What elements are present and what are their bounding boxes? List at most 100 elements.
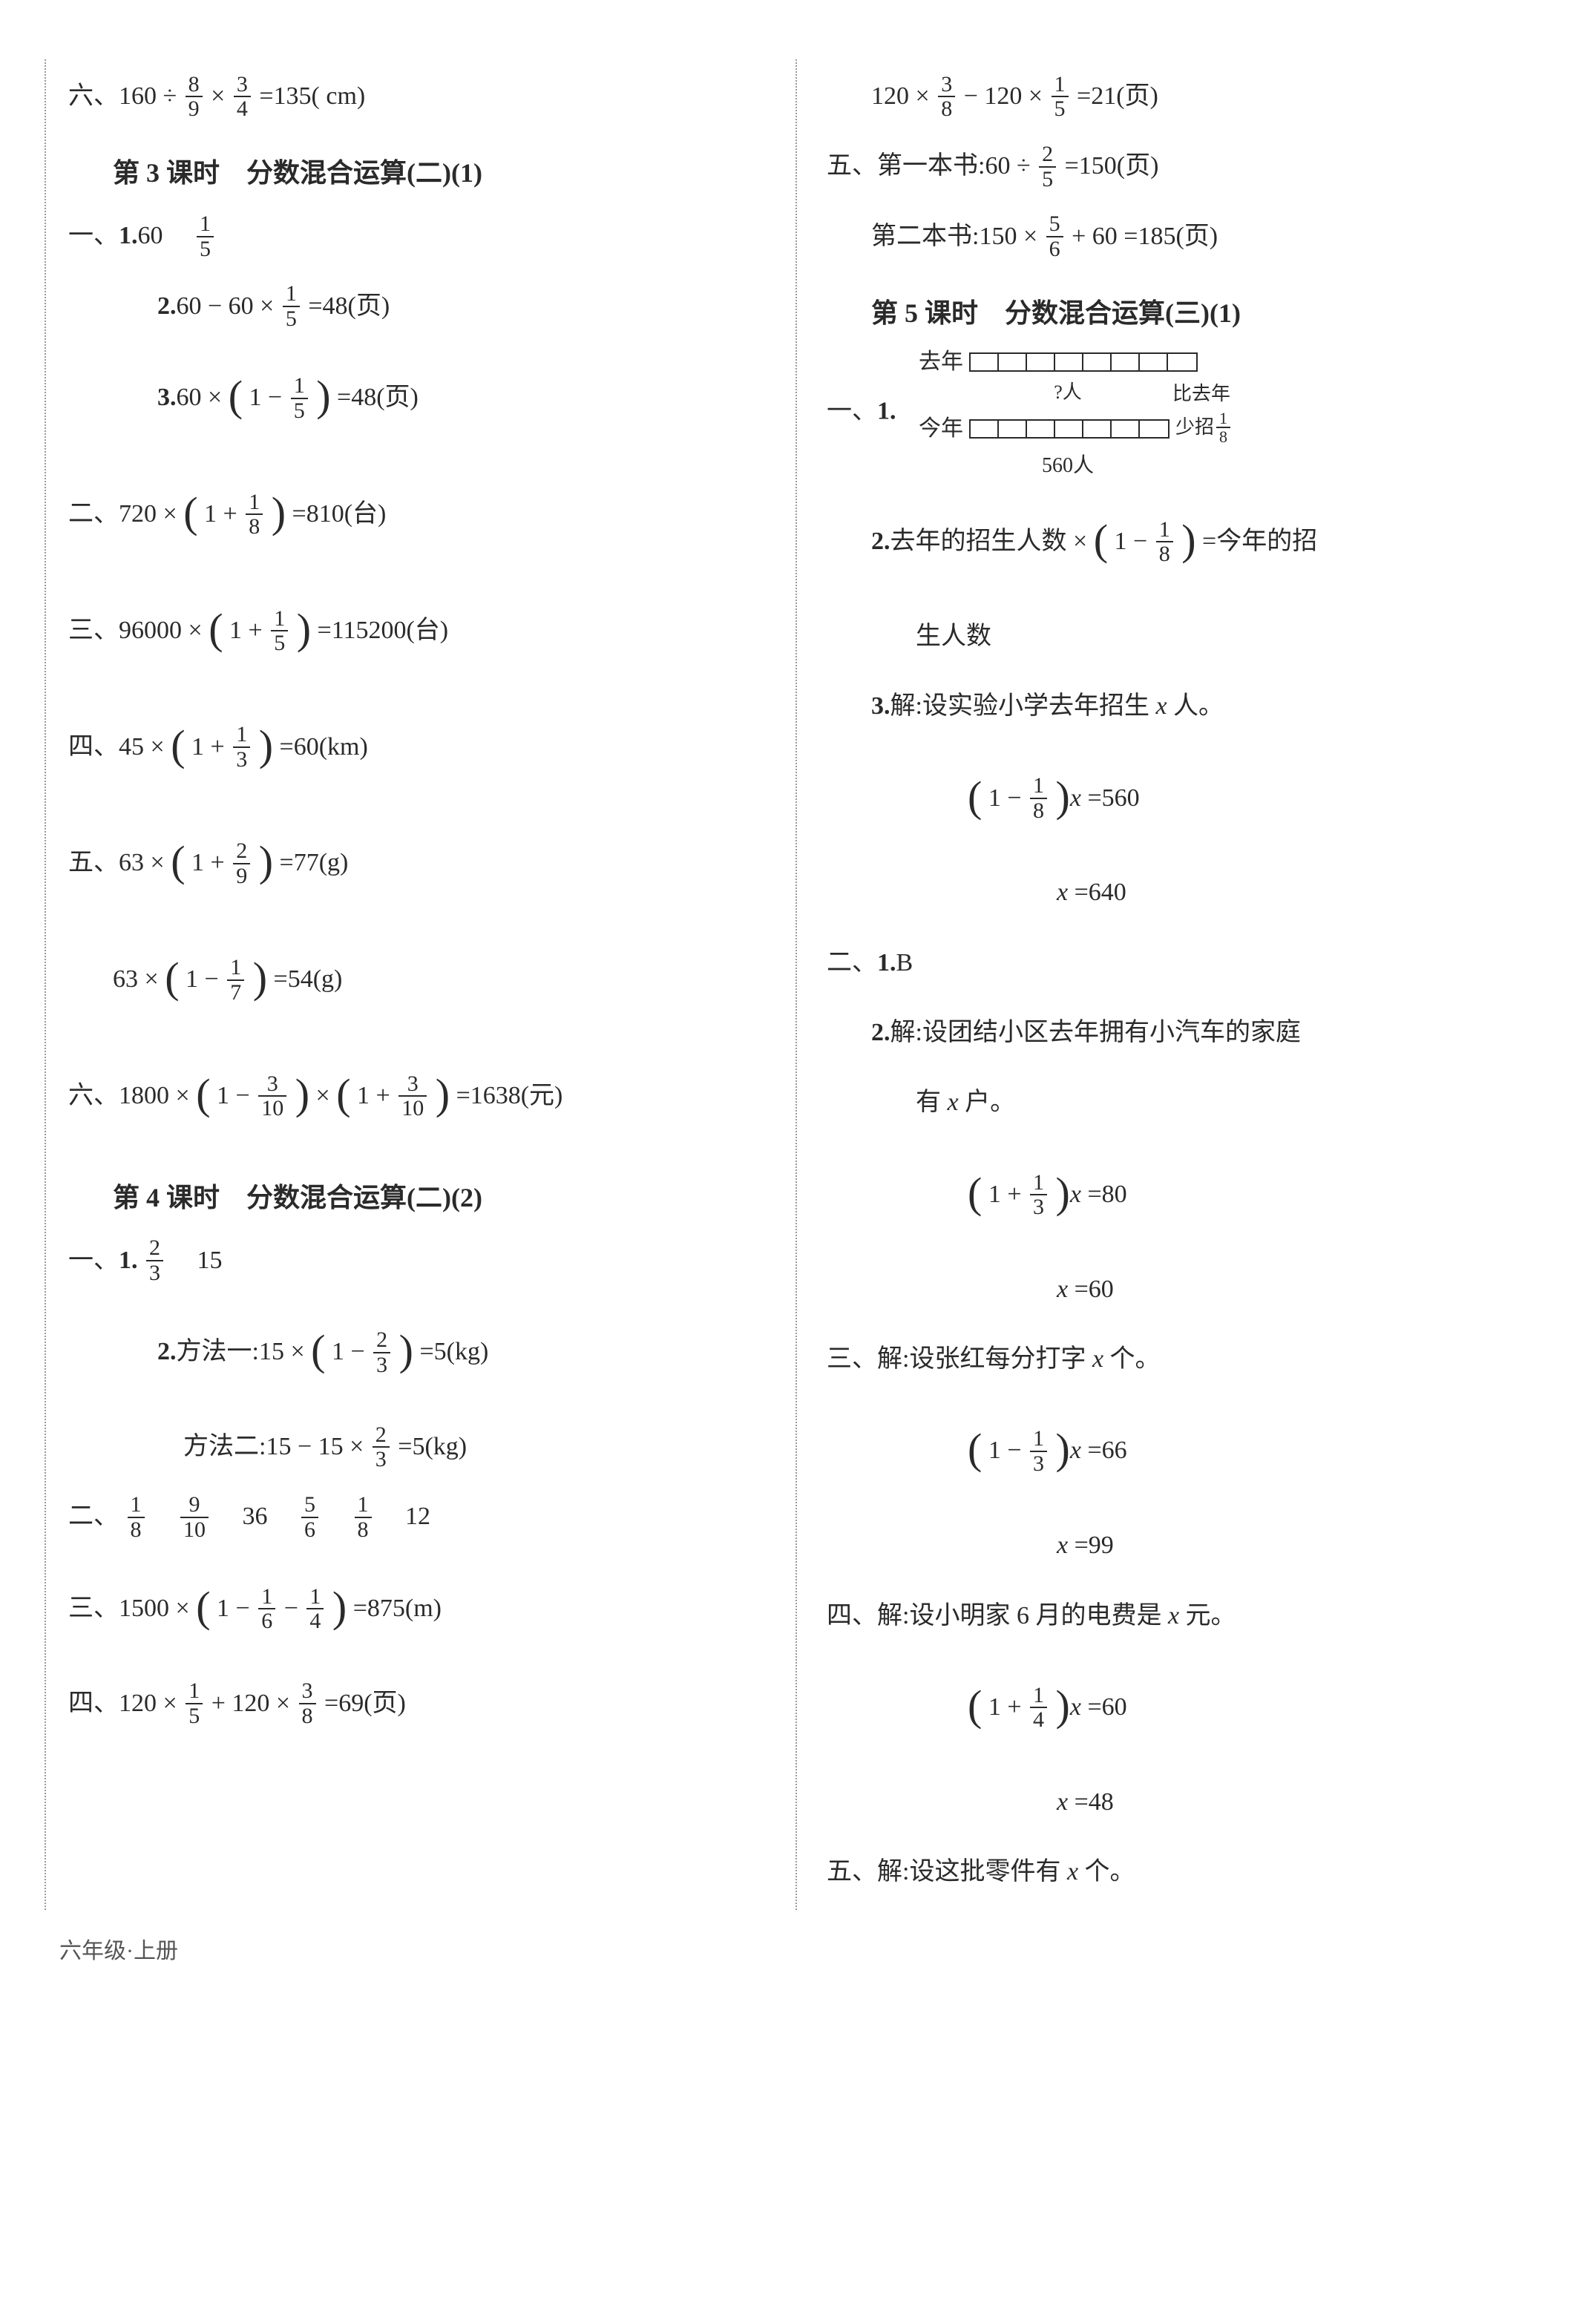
text: =115200(台) (311, 617, 448, 644)
fraction: 23 (373, 1328, 390, 1376)
item-number: 2. (871, 1019, 890, 1046)
text: =60(km) (273, 733, 368, 761)
r-line-12: x =60 (827, 1257, 1524, 1322)
r-line-6: 3.解:设实验小学去年招生 x 人。 (827, 674, 1524, 739)
tape-note-1: 比去年 (1172, 384, 1230, 405)
text: + 120 × (211, 1690, 297, 1717)
text: 去年的招生人数 × (890, 528, 1094, 555)
text: 1 + (982, 1693, 1028, 1721)
fraction: 310 (258, 1072, 286, 1120)
text: =5(kg) (398, 1433, 467, 1460)
line-4: 四、45 × ( 1 + 13 ) =60(km) (68, 693, 766, 805)
fraction: 18 (1216, 410, 1230, 445)
text: 五、解:设这批零件有 (827, 1858, 1067, 1885)
r-line-1: 120 × 38 − 120 × 15 =21(页) (827, 64, 1524, 129)
variable-x: x (1057, 1276, 1068, 1303)
fraction: 17 (227, 956, 244, 1004)
page-footer: 六年级·上册 (45, 1932, 1546, 1965)
text: 60 × (177, 384, 229, 411)
tape-row-bot: 今年 少招18 (910, 411, 1233, 447)
fraction: 29 (233, 839, 250, 887)
fraction: 56 (301, 1493, 318, 1541)
tape-row-under: 560人 (910, 450, 1233, 480)
line-1-3: 3.60 × ( 1 − 15 ) =48(页) (68, 344, 766, 456)
text: =5(kg) (413, 1338, 488, 1365)
line-4-4: 四、120 × 15 + 120 × 38 =69(页) (68, 1671, 766, 1736)
item-number: 1. (119, 1247, 138, 1274)
text: 1 + (198, 500, 244, 528)
text: 60 (138, 222, 188, 249)
fraction: 89 (186, 73, 203, 121)
left-paren: ( (171, 806, 185, 918)
right-paren: ) (316, 341, 330, 453)
text: 二、720 × (68, 500, 183, 528)
variable-x: x (1092, 1345, 1103, 1373)
text: 1 + (223, 617, 269, 644)
text: 解:设实验小学去年招生 (890, 692, 1156, 720)
text: =54(g) (267, 965, 342, 993)
tape-label: 今年 (910, 413, 969, 444)
r-line-8: x =640 (827, 860, 1524, 925)
r-line-10b: 有 x 户。 (827, 1070, 1524, 1135)
fraction: 34 (234, 73, 251, 121)
text: 1 − (211, 1595, 257, 1622)
fraction: 13 (1030, 1171, 1047, 1219)
text: 四、45 × (68, 733, 171, 761)
text: 1 − (325, 1338, 371, 1365)
r-line-11: ( 1 + 13 )x =80 (827, 1140, 1524, 1253)
fraction: 25 (1039, 142, 1056, 191)
text: 五、63 × (68, 850, 171, 877)
text: 一、 (827, 398, 877, 425)
text: 第二本书:150 × (871, 223, 1044, 250)
line-4-2: 二、 18 910 36 56 18 12 (68, 1484, 766, 1549)
text: 1 − (243, 384, 289, 411)
line-5b: 63 × ( 1 − 17 ) =54(g) (68, 925, 766, 1037)
variable-x: x (1070, 784, 1081, 812)
text: 二、 (827, 949, 877, 976)
fraction: 15 (271, 607, 288, 655)
line-4-3: 三、1500 × ( 1 − 16 − 14 ) =875(m) (68, 1555, 766, 1667)
fraction: 18 (246, 490, 263, 539)
item-number: 2. (871, 528, 890, 555)
column-divider (796, 59, 797, 1910)
fraction: 23 (373, 1423, 390, 1471)
fraction: 310 (398, 1072, 427, 1120)
item-number: 1. (877, 398, 896, 425)
text: =今年的招 (1196, 528, 1318, 555)
left-paren: ( (336, 1039, 350, 1151)
tape-note-2: 少招18 (1175, 411, 1233, 447)
text: 12 (380, 1503, 430, 1530)
r-line-15: x =99 (827, 1513, 1524, 1578)
text: 三、解:设张红每分打字 (827, 1345, 1092, 1373)
left-paren: ( (311, 1295, 325, 1407)
tape-bottom (969, 419, 1170, 439)
right-paren: ) (332, 1552, 347, 1664)
text: 1 + (186, 733, 232, 761)
heading-lesson-3: 第 3 课时 分数混合运算(二)(1) (113, 151, 766, 190)
fraction: 14 (1030, 1684, 1047, 1732)
text: 三、1500 × (68, 1595, 196, 1622)
left-paren: ( (183, 457, 197, 569)
fraction: 18 (1030, 774, 1047, 822)
line-5a: 五、63 × ( 1 + 29 ) =77(g) (68, 809, 766, 921)
right-paren: ) (295, 1039, 309, 1151)
text: 63 × (113, 965, 165, 993)
text: 15 (172, 1247, 223, 1274)
fraction: 16 (258, 1585, 275, 1633)
fraction: 23 (146, 1236, 163, 1284)
right-paren: ) (259, 690, 273, 802)
text: 1 + (982, 1181, 1028, 1208)
text: =66 (1081, 1437, 1127, 1465)
variable-x: x (1057, 1788, 1068, 1816)
text: =48(页) (331, 384, 419, 411)
text: 1 − (982, 1437, 1028, 1465)
text: =875(m) (347, 1595, 442, 1622)
text: =150(页) (1065, 152, 1159, 180)
text: 1 − (1108, 528, 1154, 555)
text: =80 (1081, 1181, 1127, 1208)
text: 方法一:15 × (177, 1338, 312, 1365)
r-line-9: 二、1.B (827, 930, 1524, 996)
text: − (284, 1595, 305, 1622)
left-paren: ( (165, 922, 179, 1034)
r-line-16: 四、解:设小明家 6 月的电费是 x 元。 (827, 1583, 1524, 1649)
